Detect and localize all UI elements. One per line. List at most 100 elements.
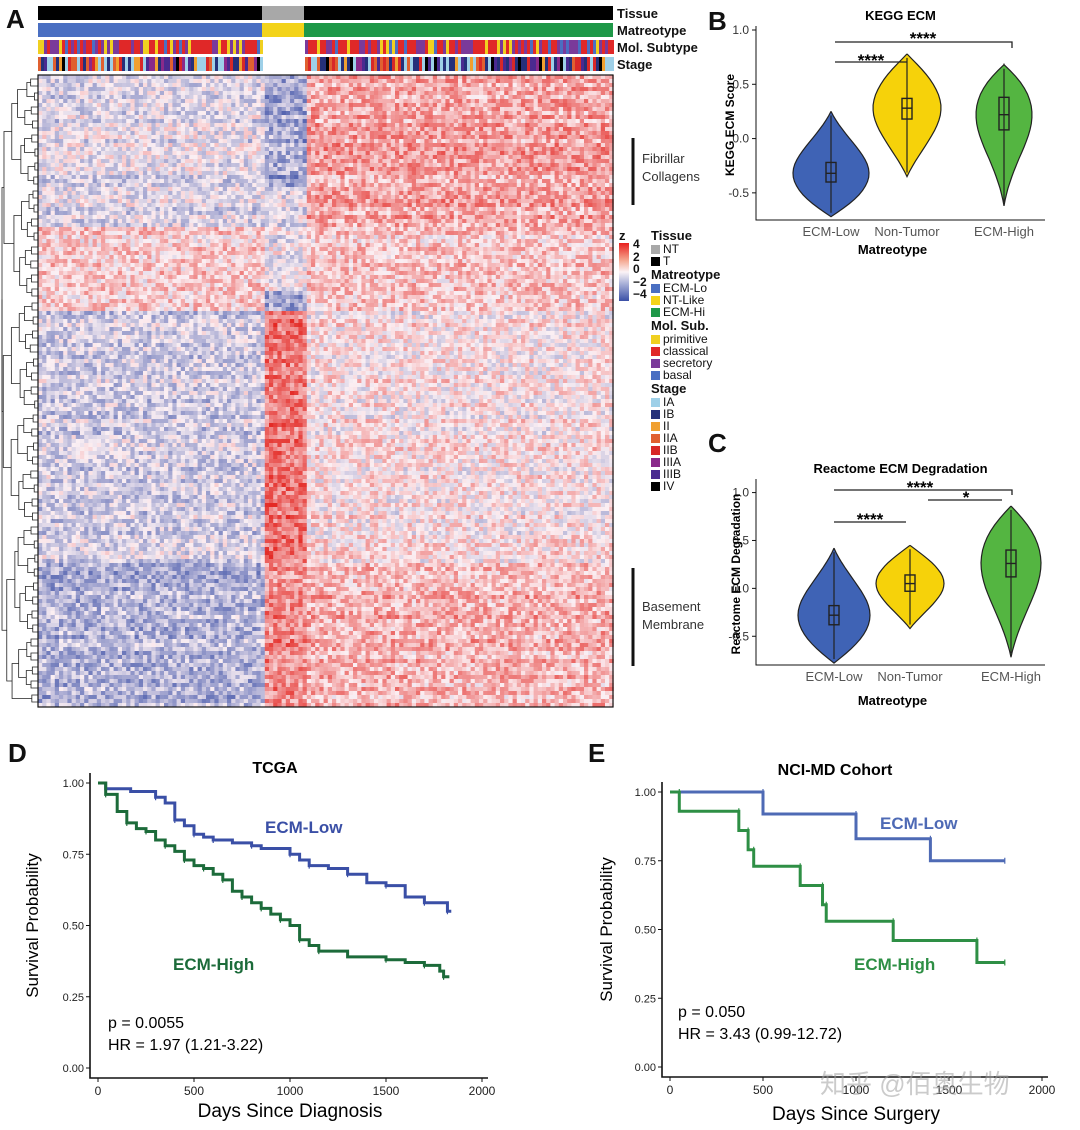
heatmap-cell (168, 135, 173, 140)
heatmap-cell (164, 203, 169, 208)
dendrogram-branch (27, 614, 33, 629)
heatmap-cell (176, 195, 182, 200)
heatmap-cell (600, 187, 606, 192)
heatmap-cell (512, 183, 518, 188)
heatmap-cell (239, 79, 245, 84)
heatmap-cell (285, 87, 291, 92)
heatmap-cell (605, 151, 610, 156)
heatmap-cell (235, 75, 240, 80)
heatmap-cell (285, 115, 291, 120)
heatmap-cell (75, 127, 81, 132)
mol-subtype-cell (116, 40, 119, 54)
heatmap-cell (546, 99, 551, 104)
heatmap-cell (164, 79, 169, 84)
dendrogram-branch (21, 201, 30, 230)
heatmap-cell (50, 171, 56, 176)
heatmap-cell (579, 159, 585, 164)
mol-subtype-cell (62, 40, 65, 54)
mol-subtype-cell (443, 40, 446, 54)
heatmap-cell (403, 151, 408, 156)
heatmap-cell (445, 95, 450, 100)
heatmap-cell (130, 103, 135, 108)
heatmap-cell (147, 179, 152, 184)
heatmap-cell (453, 195, 459, 200)
heatmap-cell (105, 127, 110, 132)
heatmap-cell (521, 75, 526, 80)
heatmap-cell (172, 87, 177, 92)
heatmap-cell (38, 203, 43, 208)
heatmap-cell (411, 155, 417, 160)
heatmap-cell (306, 163, 312, 168)
heatmap-cell (521, 103, 526, 108)
heatmap-cell (185, 87, 190, 92)
heatmap-cell (558, 83, 564, 88)
heatmap-cell (206, 151, 211, 156)
heatmap-cell (567, 187, 572, 192)
heatmap-cell (243, 159, 249, 164)
heatmap-cell (50, 127, 56, 132)
heatmap-cell (470, 75, 476, 80)
stage-cell (218, 57, 221, 71)
heatmap-cell (567, 163, 572, 168)
heatmap-cell (378, 159, 383, 164)
heatmap-cell (537, 143, 543, 148)
mol-subtype-cell (407, 40, 410, 54)
heatmap-cell (218, 127, 224, 132)
heatmap-cell (214, 203, 219, 208)
stage-cell (440, 57, 443, 71)
heatmap-cell (495, 199, 501, 204)
heatmap-cell (525, 139, 530, 144)
heatmap-cell (609, 111, 614, 116)
heatmap-cell (533, 203, 539, 208)
heatmap-cell (113, 75, 119, 80)
heatmap-cell (243, 103, 249, 108)
heatmap-cell (185, 155, 190, 160)
heatmap-cell (474, 159, 480, 164)
heatmap-cell (172, 99, 177, 104)
heatmap-cell (168, 115, 173, 120)
mol-subtype-cell (590, 40, 593, 54)
mol-subtype-cell (497, 40, 500, 54)
heatmap-cell (306, 183, 312, 188)
heatmap-cell (571, 155, 576, 160)
heatmap-cell (470, 199, 476, 204)
dendrogram-branch (19, 593, 28, 622)
heatmap-cell (378, 151, 383, 156)
heatmap-cell (386, 79, 392, 84)
heatmap-cell (428, 199, 434, 204)
heatmap-cell (67, 135, 72, 140)
heatmap-cell (315, 175, 320, 180)
heatmap-cell (269, 175, 274, 180)
heatmap-cell (206, 191, 211, 196)
heatmap-cell (306, 99, 312, 104)
heatmap-cell (361, 99, 366, 104)
heatmap-cell (525, 111, 530, 116)
heatmap-cell (80, 159, 85, 164)
heatmap-cell (214, 95, 219, 100)
heatmap-cell (596, 127, 602, 132)
heatmap-cell (596, 155, 602, 160)
heatmap-cell (500, 183, 505, 188)
heatmap-cell (479, 199, 484, 204)
heatmap-cell (462, 187, 467, 192)
heatmap-cell (117, 139, 123, 144)
heatmap-cell (101, 87, 106, 92)
heatmap-cell (336, 107, 341, 112)
heatmap-cell (138, 83, 144, 88)
heatmap-cell (382, 75, 387, 80)
heatmap-cell (252, 143, 257, 148)
heatmap-cell (105, 167, 110, 172)
heatmap-cell (155, 115, 161, 120)
heatmap-cell (38, 95, 43, 100)
heatmap-cell (340, 163, 345, 168)
heatmap-cell (332, 203, 337, 208)
heatmap-cell (84, 199, 89, 204)
heatmap-cell (424, 159, 429, 164)
heatmap-cell (491, 75, 497, 80)
heatmap-cell (75, 147, 81, 152)
heatmap-cell (424, 139, 429, 144)
heatmap-cell (441, 79, 446, 84)
heatmap-cell (164, 199, 169, 204)
heatmap-cell (550, 135, 555, 140)
heatmap-cell (197, 115, 203, 120)
